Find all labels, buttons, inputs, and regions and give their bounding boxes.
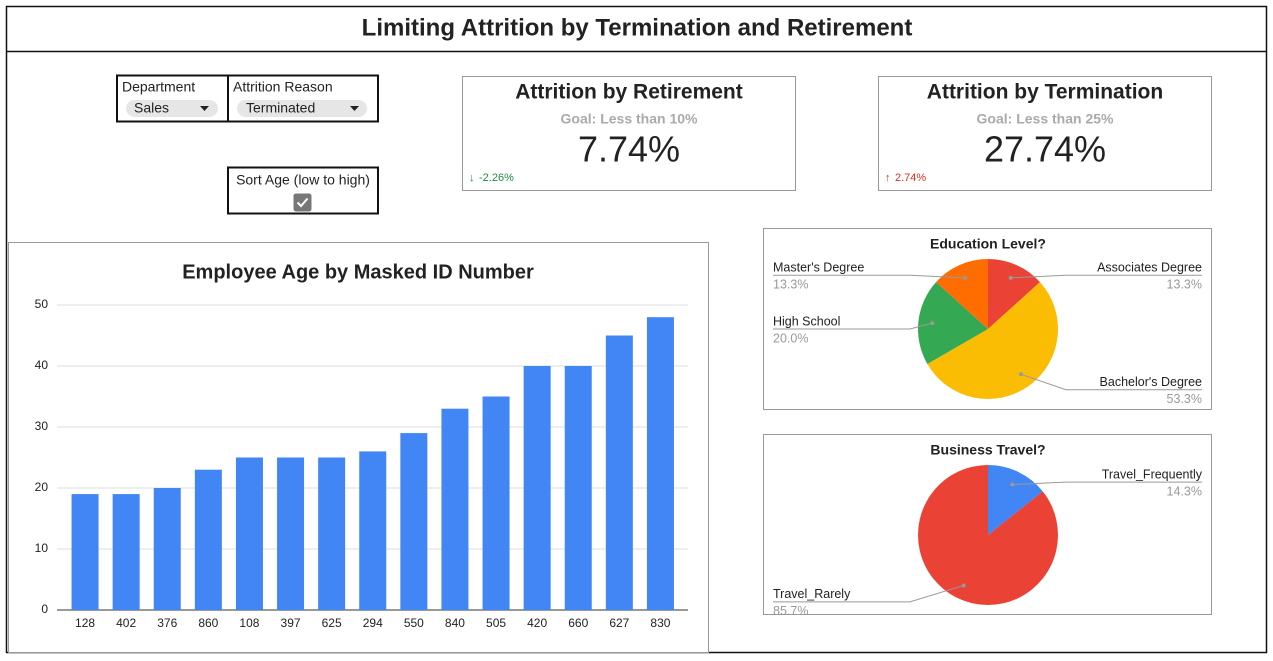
page-title: Limiting Attrition by Termination and Re… xyxy=(362,14,913,41)
slice-label: Travel_Rarely xyxy=(773,587,851,601)
slice-value: 13.3% xyxy=(1167,278,1202,292)
slice-label: High School xyxy=(773,314,840,328)
pie-slice xyxy=(927,282,1059,400)
bar xyxy=(318,457,346,610)
kpi-card xyxy=(878,76,1212,191)
dropdown-value[interactable]: Sales xyxy=(134,100,169,116)
slice-label: Associates Degree xyxy=(1097,261,1202,275)
kpi-goal: Goal: Less than 10% xyxy=(561,111,698,127)
pie-slice xyxy=(918,282,988,364)
bar xyxy=(523,366,551,610)
leader-line xyxy=(1020,373,1202,391)
x-tick-label: 402 xyxy=(116,616,136,630)
leader-dot xyxy=(1008,275,1013,280)
y-tick-label: 0 xyxy=(41,602,48,616)
kpi-goal: Goal: Less than 25% xyxy=(977,111,1114,127)
slice-value: 85.7% xyxy=(773,604,808,618)
bar xyxy=(482,396,510,610)
leader-line xyxy=(773,322,933,330)
dropdown[interactable] xyxy=(126,100,218,117)
bar xyxy=(605,335,633,610)
checkmark[interactable] xyxy=(296,197,309,208)
bar xyxy=(400,433,428,610)
bar xyxy=(646,317,674,610)
y-tick-label: 20 xyxy=(35,480,49,494)
pie-slice xyxy=(936,259,988,329)
y-tick-label: 30 xyxy=(35,419,49,433)
bar xyxy=(153,488,181,610)
x-tick-label: 830 xyxy=(650,616,670,630)
x-tick-label: 376 xyxy=(157,616,177,630)
leader-line xyxy=(1012,481,1202,486)
filter-label: Department xyxy=(122,79,195,95)
leader-line xyxy=(1010,274,1202,279)
leader-dot xyxy=(1010,482,1015,487)
slice-value: 53.3% xyxy=(1167,392,1202,406)
leader-dot xyxy=(961,583,966,588)
kpi-delta: -2.26% xyxy=(479,172,514,184)
kpi-delta: 2.74% xyxy=(895,172,926,184)
x-tick-label: 860 xyxy=(198,616,218,630)
pie-slice xyxy=(988,259,1040,329)
slice-value: 14.3% xyxy=(1167,484,1202,498)
kpi-arrow: ↓ xyxy=(469,172,475,184)
y-tick-label: 40 xyxy=(35,358,49,372)
bar xyxy=(235,457,263,610)
leader-line xyxy=(773,584,964,603)
y-tick-label: 10 xyxy=(35,541,49,555)
dropdown-value[interactable]: Terminated xyxy=(246,100,315,116)
x-tick-label: 625 xyxy=(322,616,342,630)
leader-dot xyxy=(1018,372,1023,377)
leader-dot xyxy=(963,275,968,280)
chart-title: Business Travel? xyxy=(930,442,1045,458)
dropdown[interactable] xyxy=(237,100,367,117)
kpi-arrow: ↑ xyxy=(885,172,891,184)
slice-value: 20.0% xyxy=(773,331,808,345)
kpi-value: 27.74% xyxy=(984,129,1106,170)
slice-label: Bachelor's Degree xyxy=(1100,375,1202,389)
slice-value: 13.3% xyxy=(773,278,808,292)
x-tick-label: 108 xyxy=(239,616,259,630)
filter-box xyxy=(227,74,379,123)
checkbox[interactable] xyxy=(293,193,312,212)
slice-label: Travel_Frequently xyxy=(1102,467,1203,481)
x-tick-label: 505 xyxy=(486,616,506,630)
leader-line xyxy=(773,274,966,279)
x-tick-label: 128 xyxy=(75,616,95,630)
leader-dot xyxy=(930,321,935,326)
dropdown-arrow[interactable] xyxy=(350,106,359,111)
slice-label: Master's Degree xyxy=(773,261,864,275)
x-tick-label: 627 xyxy=(609,616,629,630)
dropdown-arrow[interactable] xyxy=(200,106,209,111)
x-tick-label: 840 xyxy=(445,616,465,630)
bar xyxy=(564,366,592,610)
x-tick-label: 550 xyxy=(404,616,424,630)
bar xyxy=(194,469,222,610)
kpi-title: Attrition by Termination xyxy=(927,81,1163,104)
checkbox-box xyxy=(227,166,379,215)
bar xyxy=(359,451,387,610)
x-tick-label: 397 xyxy=(281,616,301,630)
x-tick-label: 294 xyxy=(363,616,383,630)
chart-title: Education Level? xyxy=(930,236,1046,252)
bar xyxy=(277,457,305,610)
x-tick-label: 660 xyxy=(568,616,588,630)
checkbox-label: Sort Age (low to high) xyxy=(236,172,370,188)
bar xyxy=(112,494,140,610)
bar xyxy=(71,494,99,610)
pie-slice xyxy=(918,465,1058,605)
pie-slice xyxy=(988,465,1043,535)
x-tick-label: 420 xyxy=(527,616,547,630)
kpi-card xyxy=(462,76,796,191)
kpi-value: 7.74% xyxy=(578,129,680,170)
filter-label: Attrition Reason xyxy=(233,79,333,95)
y-tick-label: 50 xyxy=(35,297,49,311)
bar xyxy=(441,408,469,610)
kpi-title: Attrition by Retirement xyxy=(515,81,743,104)
chart-title: Employee Age by Masked ID Number xyxy=(182,261,534,283)
